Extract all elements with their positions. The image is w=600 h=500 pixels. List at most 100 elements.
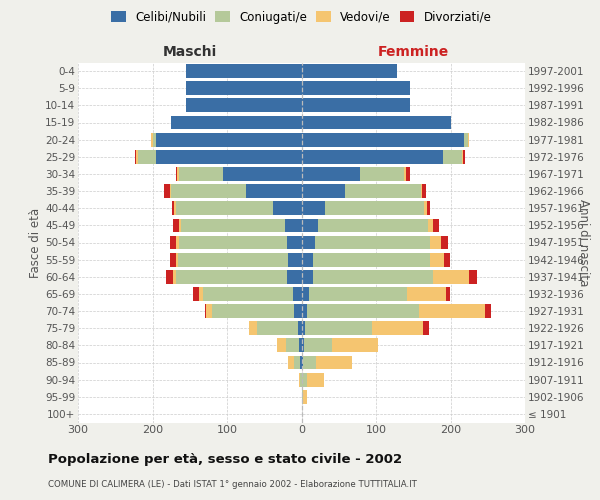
Bar [178, 253, 288, 266]
Bar [307, 304, 419, 318]
Bar [332, 338, 378, 352]
Bar [404, 167, 406, 181]
Text: COMUNE DI CALIMERA (LE) - Dati ISTAT 1° gennaio 2002 - Elaborazione TUTTITALIA.I: COMUNE DI CALIMERA (LE) - Dati ISTAT 1° … [48, 480, 417, 489]
Bar [485, 304, 491, 318]
Bar [173, 270, 176, 283]
Legend: Celibi/Nubili, Coniugati/e, Vedovi/e, Divorziati/e: Celibi/Nubili, Coniugati/e, Vedovi/e, Di… [112, 11, 491, 24]
Bar [186, 98, 302, 112]
Bar [433, 270, 469, 283]
Bar [293, 287, 302, 301]
Bar [423, 322, 429, 335]
Bar [461, 150, 463, 164]
Bar [186, 82, 302, 95]
Bar [421, 184, 422, 198]
Bar [302, 390, 303, 404]
Text: Popolazione per età, sesso e stato civile - 2002: Popolazione per età, sesso e stato civil… [48, 452, 402, 466]
Bar [250, 322, 257, 335]
Bar [173, 218, 179, 232]
Bar [174, 202, 176, 215]
Bar [302, 270, 313, 283]
Bar [303, 390, 307, 404]
Bar [285, 218, 302, 232]
Bar [164, 184, 170, 198]
Bar [172, 202, 174, 215]
Bar [299, 373, 300, 386]
Bar [302, 218, 318, 232]
Bar [151, 133, 152, 146]
Bar [464, 133, 467, 146]
Bar [288, 253, 302, 266]
Bar [427, 202, 430, 215]
Bar [205, 304, 206, 318]
Bar [300, 356, 302, 370]
Bar [302, 322, 305, 335]
Y-axis label: Anni di nascita: Anni di nascita [577, 199, 590, 286]
Bar [179, 167, 223, 181]
Bar [430, 236, 441, 250]
Bar [313, 270, 433, 283]
Bar [273, 202, 302, 215]
Bar [302, 356, 303, 370]
Bar [179, 236, 287, 250]
Bar [302, 167, 359, 181]
Bar [300, 373, 302, 386]
Bar [302, 150, 443, 164]
Bar [444, 253, 450, 266]
Bar [299, 338, 302, 352]
Bar [302, 338, 304, 352]
Bar [424, 202, 427, 215]
Bar [313, 253, 430, 266]
Bar [302, 116, 451, 130]
Bar [467, 133, 469, 146]
Bar [257, 322, 298, 335]
Bar [176, 270, 287, 283]
Bar [302, 184, 345, 198]
Bar [176, 167, 177, 181]
Bar [302, 373, 307, 386]
Bar [294, 304, 302, 318]
Bar [170, 236, 176, 250]
Bar [298, 322, 302, 335]
Bar [288, 356, 294, 370]
Bar [469, 270, 476, 283]
Bar [316, 356, 352, 370]
Bar [309, 287, 407, 301]
Bar [166, 270, 173, 283]
Bar [245, 184, 302, 198]
Bar [176, 236, 179, 250]
Bar [307, 373, 324, 386]
Bar [156, 150, 302, 164]
Bar [304, 338, 332, 352]
Bar [206, 304, 212, 318]
Bar [463, 150, 466, 164]
Text: Maschi: Maschi [163, 45, 217, 59]
Bar [176, 253, 178, 266]
Bar [286, 338, 299, 352]
Y-axis label: Fasce di età: Fasce di età [29, 208, 42, 278]
Bar [325, 202, 424, 215]
Bar [176, 202, 273, 215]
Bar [212, 304, 294, 318]
Bar [446, 287, 450, 301]
Bar [302, 202, 325, 215]
Bar [134, 150, 136, 164]
Bar [199, 287, 203, 301]
Bar [170, 253, 176, 266]
Bar [302, 287, 309, 301]
Bar [303, 356, 316, 370]
Bar [294, 356, 300, 370]
Bar [419, 304, 485, 318]
Bar [287, 236, 302, 250]
Bar [302, 98, 410, 112]
Bar [430, 253, 444, 266]
Bar [345, 184, 421, 198]
Bar [372, 322, 423, 335]
Bar [181, 218, 285, 232]
Bar [443, 150, 461, 164]
Bar [193, 287, 199, 301]
Bar [406, 167, 410, 181]
Bar [302, 82, 410, 95]
Bar [441, 236, 448, 250]
Bar [203, 287, 293, 301]
Bar [315, 236, 430, 250]
